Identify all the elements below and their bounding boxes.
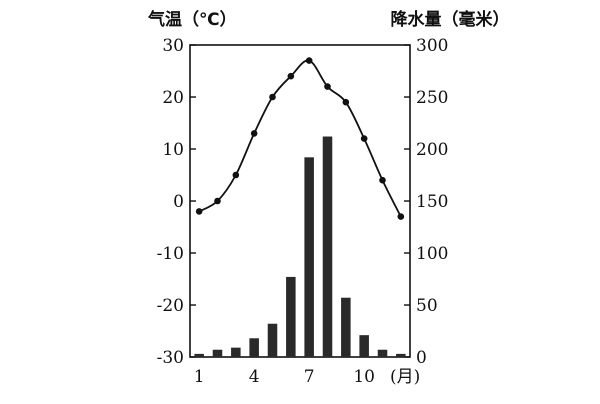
temperature-point xyxy=(269,93,276,101)
y-left-tick-label: -30 xyxy=(157,348,184,368)
temperature-point xyxy=(232,171,240,179)
precipitation-bar xyxy=(322,136,333,357)
y-left-axis: 30 20 10 0 -10 -20 -30 xyxy=(157,36,196,368)
temperature-series xyxy=(195,57,405,220)
precipitation-bar xyxy=(341,297,351,357)
temperature-line xyxy=(198,59,402,218)
precipitation-bar xyxy=(267,323,278,357)
y-right-axis: 300 250 200 150 100 50 0 xyxy=(404,36,448,368)
y-right-tick-label: 200 xyxy=(416,140,448,160)
y-right-tick-label: 250 xyxy=(416,88,448,108)
y-left-tick-label: 30 xyxy=(162,36,184,56)
y-right-tick-label: 50 xyxy=(416,296,438,316)
precipitation-bar xyxy=(359,335,369,357)
temperature-point xyxy=(287,72,295,80)
y-left-tick-label: -20 xyxy=(157,296,184,316)
temperature-point xyxy=(250,130,258,137)
y-left-tick-label: 20 xyxy=(162,88,184,108)
precipitation-bar xyxy=(377,349,388,357)
precipitation-bar xyxy=(286,276,296,357)
precipitation-bar xyxy=(212,349,223,357)
precipitation-bar xyxy=(396,353,406,357)
precipitation-bar xyxy=(249,338,259,357)
y-left-tick-label: 0 xyxy=(173,192,184,212)
y-right-tick-label: 0 xyxy=(416,348,427,368)
temperature-point xyxy=(195,208,203,215)
x-axis: 1 4 7 10 xyxy=(194,367,375,387)
x-axis-unit-label: (月) xyxy=(390,367,420,387)
y-right-tick-label: 150 xyxy=(416,192,448,212)
precipitation-bars xyxy=(194,136,406,357)
y-right-axis-title: 降水量（毫米） xyxy=(391,9,510,30)
y-left-tick-label: -10 xyxy=(157,244,184,264)
y-left-axis-title: 气温（℃） xyxy=(147,9,237,30)
precipitation-bar xyxy=(304,157,314,357)
temperature-point xyxy=(324,83,331,90)
y-right-tick-label: 300 xyxy=(416,36,448,56)
x-tick-label: 1 xyxy=(194,367,205,387)
x-tick-label: 10 xyxy=(353,367,375,387)
temperature-point xyxy=(214,197,221,205)
x-tick-label: 7 xyxy=(304,367,315,387)
x-tick-label: 4 xyxy=(249,367,260,387)
temperature-point xyxy=(342,98,350,106)
temperature-point xyxy=(360,135,368,142)
y-left-tick-label: 10 xyxy=(162,140,184,160)
precipitation-bar xyxy=(231,347,241,357)
temperature-point xyxy=(397,213,405,220)
precipitation-bar xyxy=(194,353,204,357)
plot-border xyxy=(189,44,411,358)
temperature-point xyxy=(379,176,386,184)
plot-frame xyxy=(189,44,411,358)
y-right-tick-label: 100 xyxy=(416,244,448,264)
temperature-point xyxy=(305,57,313,64)
